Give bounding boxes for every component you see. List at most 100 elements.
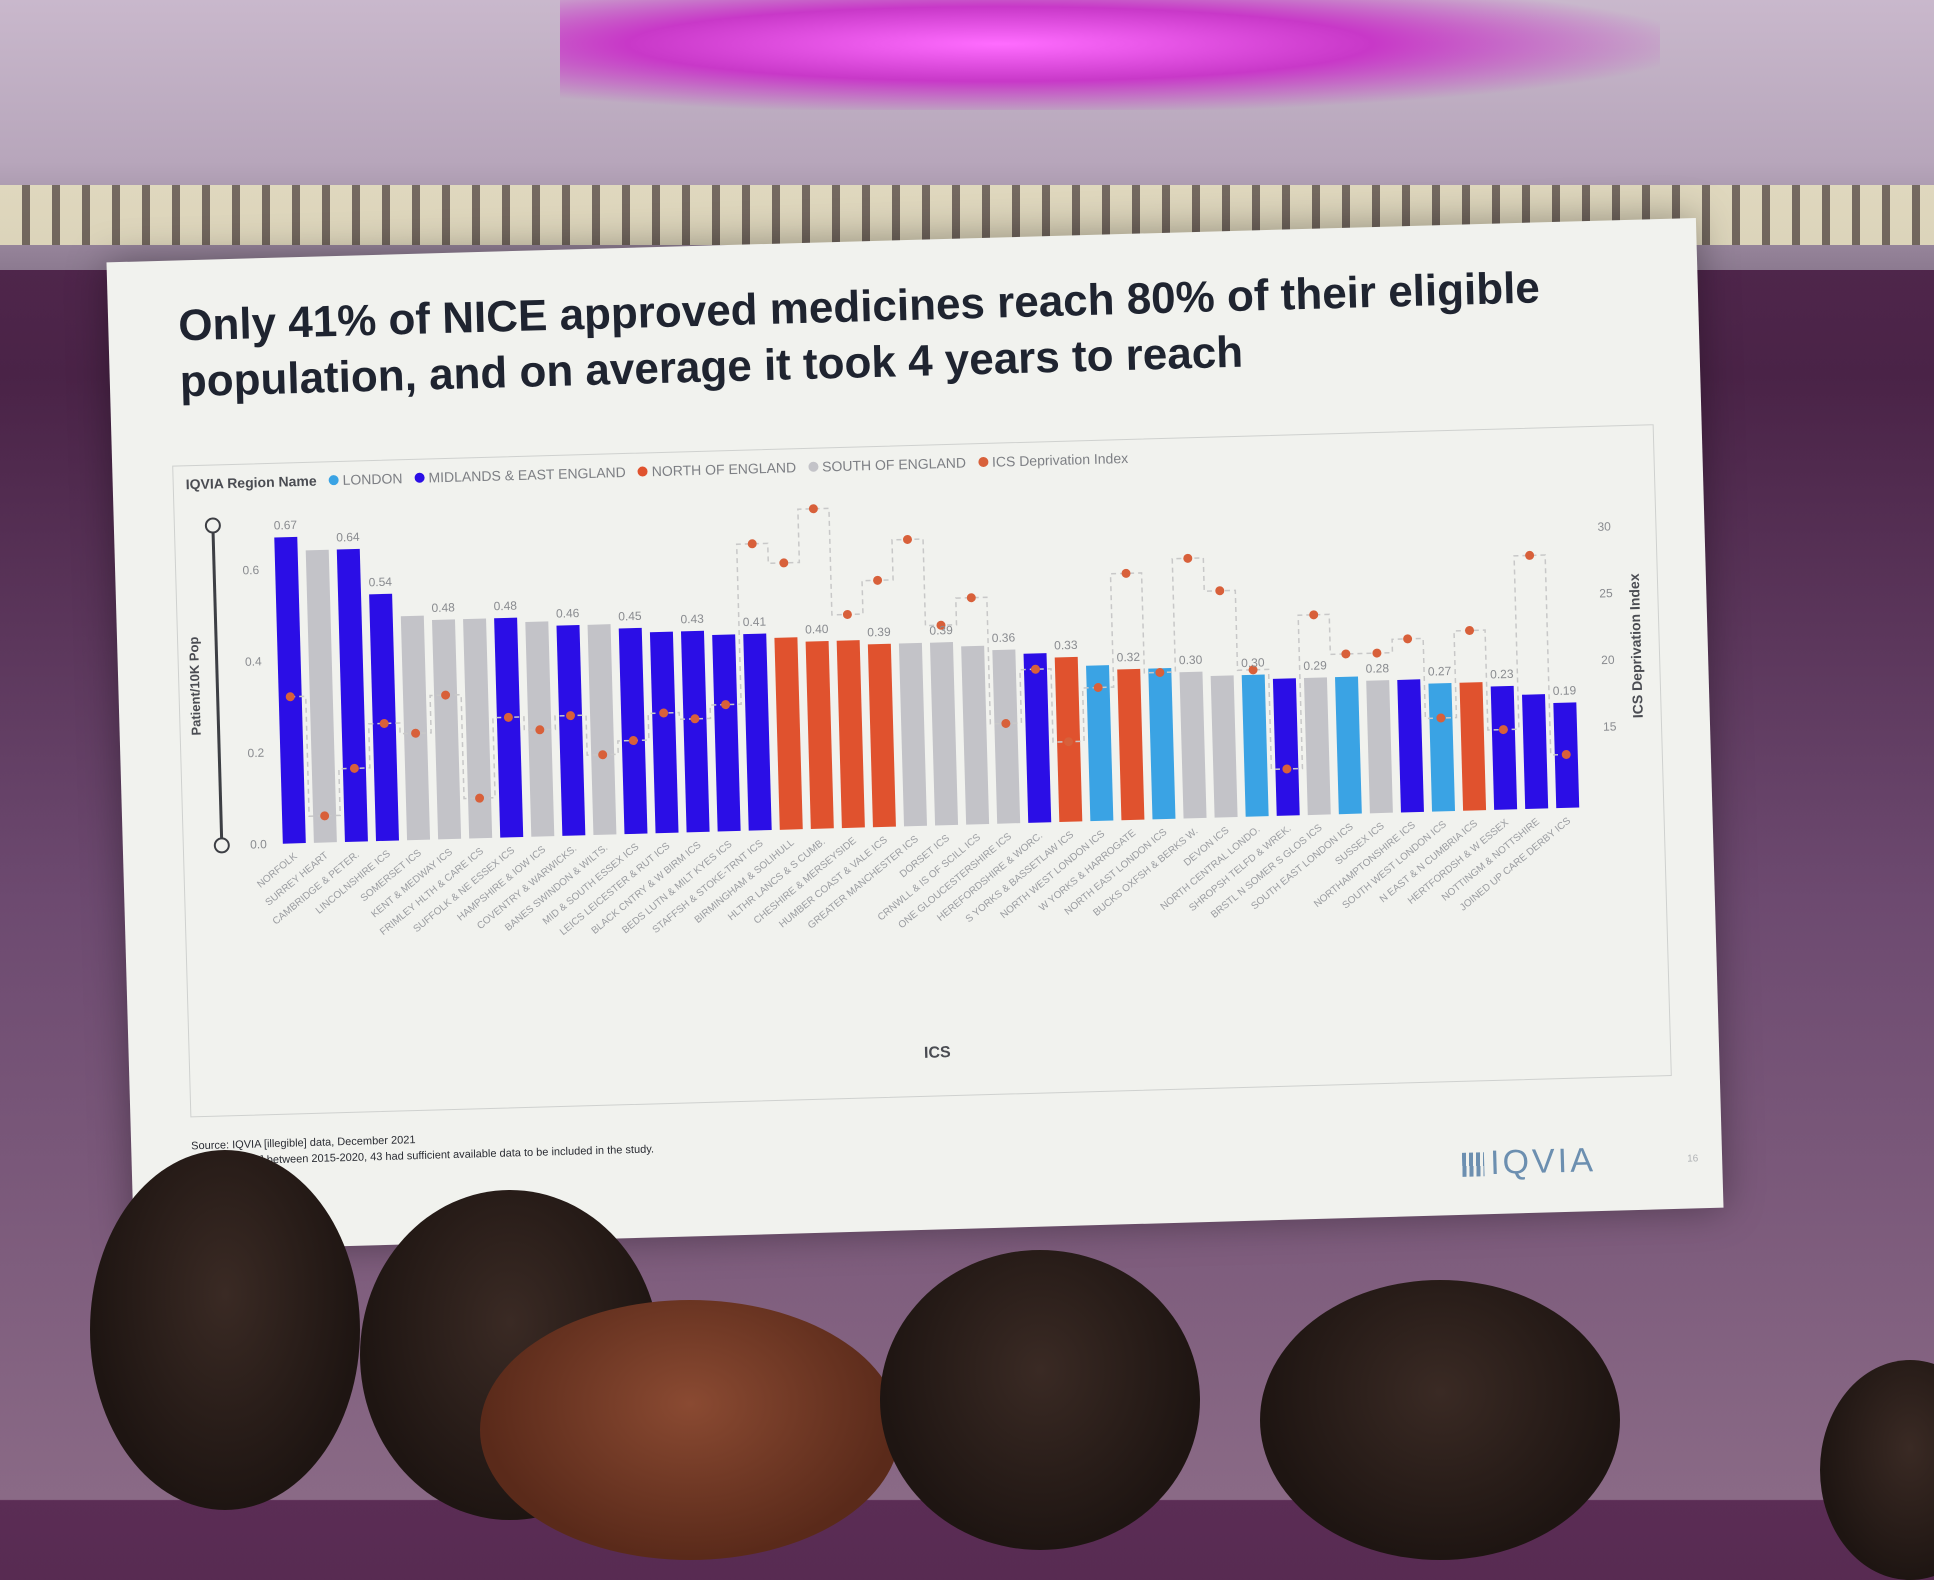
deprivation-point bbox=[1372, 648, 1382, 658]
y2-tick-label: 25 bbox=[1599, 586, 1613, 600]
deprivation-point bbox=[1498, 725, 1508, 735]
bar bbox=[867, 643, 896, 828]
bar bbox=[336, 548, 368, 842]
deprivation-point bbox=[1093, 683, 1103, 693]
bar bbox=[774, 637, 803, 830]
deprivation-point bbox=[1001, 718, 1011, 728]
data-label: 0.32 bbox=[1117, 650, 1141, 665]
iqvia-logo: IQVIA bbox=[1461, 1141, 1597, 1184]
deprivation-point bbox=[966, 593, 976, 603]
deprivation-point bbox=[873, 575, 883, 585]
deprivation-point bbox=[566, 711, 576, 721]
deprivation-point bbox=[349, 763, 359, 773]
bar bbox=[992, 649, 1021, 824]
audience-head bbox=[90, 1150, 360, 1510]
deprivation-point bbox=[808, 504, 818, 514]
deprivation-point bbox=[1030, 664, 1040, 674]
deprivation-point bbox=[747, 539, 757, 549]
data-label: 0.45 bbox=[618, 609, 642, 624]
deprivation-point bbox=[721, 700, 731, 710]
data-label: 0.29 bbox=[1303, 658, 1327, 673]
y-tick-label: 0.6 bbox=[242, 563, 259, 577]
deprivation-point bbox=[936, 620, 946, 630]
ceiling-light bbox=[560, 0, 1660, 110]
bar bbox=[649, 631, 679, 834]
logo-bars-icon bbox=[1461, 1152, 1485, 1177]
y-axis-slider bbox=[211, 525, 224, 846]
deprivation-point bbox=[842, 610, 852, 620]
deprivation-point bbox=[1248, 665, 1258, 675]
bar bbox=[1148, 667, 1176, 820]
bar bbox=[431, 619, 462, 840]
deprivation-point bbox=[1309, 610, 1319, 620]
bar bbox=[743, 633, 772, 831]
bar bbox=[836, 640, 865, 829]
data-label: 0.33 bbox=[1054, 638, 1078, 653]
bar-chart: Patient/10K Pop 0.0 0.2 0.4 0.6 15 20 25 30 ICS D… bbox=[186, 504, 1646, 1062]
deprivation-point bbox=[379, 718, 389, 728]
bar bbox=[805, 640, 834, 829]
deprivation-line bbox=[285, 504, 1571, 821]
deprivation-point bbox=[1403, 634, 1413, 644]
deprivation-point bbox=[411, 728, 421, 738]
y-tick-label: 0.0 bbox=[250, 837, 267, 851]
slider-handle-top-icon bbox=[204, 517, 221, 534]
deprivation-point bbox=[285, 692, 295, 702]
bar bbox=[898, 642, 927, 827]
deprivation-point bbox=[320, 811, 330, 821]
deprivation-point bbox=[441, 690, 451, 700]
deprivation-point bbox=[1436, 713, 1446, 723]
y-tick-label: 0.2 bbox=[247, 746, 264, 760]
data-label: 0.23 bbox=[1490, 667, 1514, 682]
bar bbox=[494, 617, 524, 838]
deprivation-point bbox=[1064, 737, 1074, 747]
bar bbox=[369, 593, 399, 842]
bar bbox=[1023, 653, 1052, 823]
deprivation-point bbox=[1215, 586, 1225, 596]
bar bbox=[274, 536, 306, 844]
deprivation-point bbox=[598, 750, 608, 760]
chart-axes: Patient/10K Pop 0.0 0.2 0.4 0.6 15 20 25 30 ICS D… bbox=[186, 517, 1646, 1062]
deprivation-point bbox=[779, 558, 789, 568]
data-label: 0.46 bbox=[556, 606, 580, 621]
deprivation-dashed-line bbox=[290, 507, 1567, 818]
deprivation-point bbox=[1561, 749, 1571, 759]
audience-head bbox=[1820, 1360, 1934, 1580]
deprivation-point bbox=[503, 712, 513, 722]
bar bbox=[1428, 683, 1456, 812]
data-label: 0.28 bbox=[1365, 661, 1389, 676]
data-label: 0.48 bbox=[431, 600, 455, 615]
bar bbox=[587, 624, 617, 836]
audience-head bbox=[880, 1250, 1200, 1550]
projection-screen: Only 41% of NICE approved medicines reac… bbox=[106, 217, 1724, 1253]
bar bbox=[463, 618, 493, 839]
deprivation-point bbox=[1525, 550, 1535, 560]
bar bbox=[305, 549, 337, 843]
deprivation-point bbox=[475, 793, 485, 803]
bar bbox=[1459, 682, 1487, 811]
data-label: 0.27 bbox=[1428, 664, 1452, 679]
data-label: 0.36 bbox=[992, 630, 1016, 645]
y-axis-label: Patient/10K Pop bbox=[186, 636, 204, 735]
data-label: 0.67 bbox=[274, 518, 298, 533]
bar bbox=[618, 627, 648, 835]
bar bbox=[1272, 678, 1300, 816]
deprivation-point bbox=[1282, 764, 1292, 774]
data-label: 0.39 bbox=[867, 625, 891, 640]
data-label: 0.48 bbox=[493, 599, 517, 614]
deprivation-point bbox=[903, 534, 913, 544]
bar bbox=[1241, 674, 1269, 817]
deprivation-point bbox=[659, 708, 669, 718]
deprivation-point bbox=[1121, 568, 1131, 578]
deprivation-point bbox=[1155, 667, 1165, 677]
bar bbox=[1303, 677, 1331, 816]
data-label: 0.54 bbox=[368, 575, 392, 590]
data-label: 0.39 bbox=[929, 623, 953, 638]
y2-tick-label: 30 bbox=[1597, 519, 1611, 533]
data-label: 0.19 bbox=[1553, 683, 1577, 698]
deprivation-point bbox=[1341, 649, 1351, 659]
deprivation-point bbox=[1465, 625, 1475, 635]
y2-axis-label: ICS Deprivation Index bbox=[1626, 573, 1646, 718]
slider-handle-bottom-icon bbox=[213, 837, 230, 854]
deprivation-point bbox=[628, 736, 638, 746]
